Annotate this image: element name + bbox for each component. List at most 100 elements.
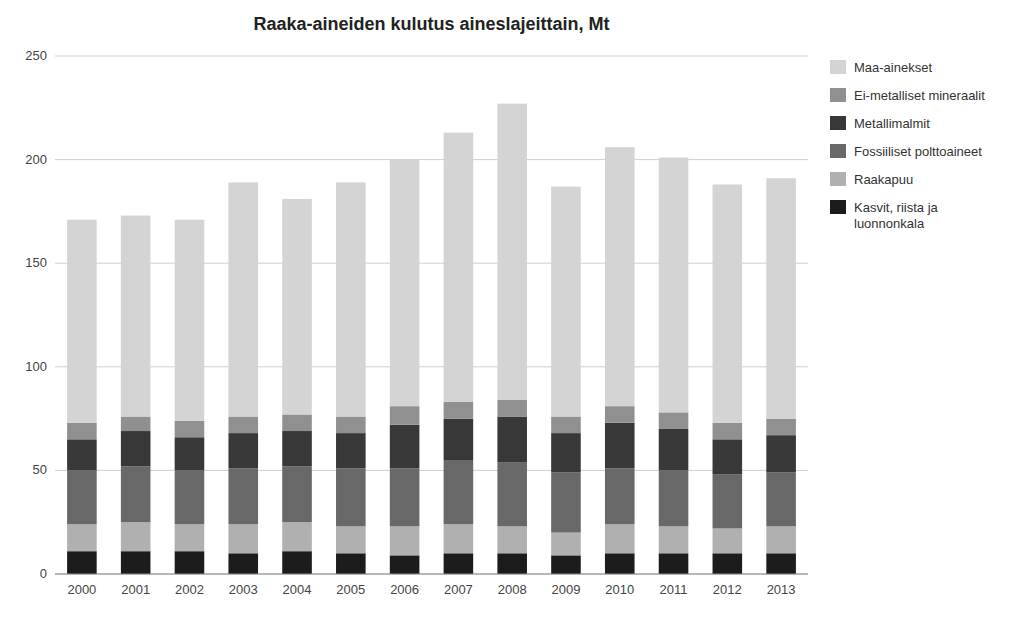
y-tick-label: 250	[25, 48, 47, 63]
y-tick-label: 150	[25, 255, 47, 270]
legend-label: Ei-metalliset mineraalit	[854, 88, 985, 103]
grid-line	[55, 366, 808, 367]
bar-segment	[175, 524, 205, 551]
bar-segment	[67, 524, 97, 551]
legend-swatch	[830, 172, 846, 186]
bar-segment	[67, 220, 97, 423]
bar-segment	[282, 551, 312, 574]
bar-segment	[766, 178, 796, 418]
grid-line	[55, 574, 808, 575]
bar-segment	[67, 423, 97, 440]
bar-segment	[444, 553, 474, 574]
bar-segment	[551, 555, 581, 574]
bar-segment	[336, 553, 366, 574]
grid-line	[55, 470, 808, 471]
bar-segment	[228, 182, 258, 416]
legend-label: Metallimalmit	[854, 116, 930, 131]
bars	[67, 104, 796, 574]
bar-segment	[336, 433, 366, 468]
bar-segment	[121, 466, 151, 522]
bar-segment	[659, 553, 689, 574]
grid-line	[55, 263, 808, 264]
bar-segment	[713, 439, 743, 474]
x-tick-label: 2002	[175, 582, 204, 597]
x-tick-label: 2003	[229, 582, 258, 597]
bar-segment	[605, 147, 635, 406]
bar-segment	[390, 468, 420, 526]
x-tick-label: 2011	[660, 582, 688, 597]
grid-line	[55, 159, 808, 160]
x-tick-label: 2009	[552, 582, 581, 597]
bar-segment	[175, 437, 205, 470]
bar-segment	[67, 439, 97, 470]
bar-segment	[605, 524, 635, 553]
bar-segment	[444, 419, 474, 460]
bar-segment	[497, 417, 527, 463]
legend-swatch	[830, 88, 846, 102]
bar-segment	[713, 553, 743, 574]
bar-segment	[713, 475, 743, 529]
legend-swatch	[830, 116, 846, 130]
bar-segment	[67, 470, 97, 524]
x-tick-label: 2001	[121, 582, 150, 597]
bar-segment	[766, 435, 796, 472]
bar-segment	[282, 431, 312, 466]
bar-segment	[175, 421, 205, 438]
bar-segment	[67, 551, 97, 574]
bar-segment	[444, 402, 474, 419]
legend-swatch	[830, 60, 846, 74]
bar-segment	[766, 472, 796, 526]
bar-segment	[282, 199, 312, 414]
bar-segment	[175, 551, 205, 574]
bar-segment	[497, 462, 527, 526]
bar-segment	[336, 526, 366, 553]
legend-label: Kasvit, riista jaluonnonkala	[854, 200, 939, 231]
x-tick-label: 2004	[283, 582, 312, 597]
bar-segment	[121, 551, 151, 574]
bar-segment	[497, 553, 527, 574]
bar-segment	[444, 133, 474, 402]
bar-segment	[390, 555, 420, 574]
bar-segment	[766, 526, 796, 553]
x-tick-label: 2008	[498, 582, 527, 597]
bar-segment	[228, 524, 258, 553]
bar-segment	[659, 412, 689, 429]
bar-segment	[605, 468, 635, 524]
legend-swatch	[830, 200, 846, 214]
bar-segment	[228, 433, 258, 468]
bar-segment	[175, 470, 205, 524]
x-tick-label: 2007	[444, 582, 473, 597]
bar-segment	[497, 104, 527, 400]
bar-segment	[551, 187, 581, 417]
bar-segment	[605, 406, 635, 423]
bar-segment	[336, 182, 366, 416]
bar-segment	[444, 460, 474, 524]
x-tick-label: 2012	[713, 582, 742, 597]
bar-segment	[766, 553, 796, 574]
bar-segment	[713, 184, 743, 422]
bar-segment	[444, 524, 474, 553]
bar-segment	[228, 468, 258, 524]
bar-segment	[390, 406, 420, 425]
legend-label: Maa-ainekset	[854, 60, 932, 75]
bar-segment	[551, 472, 581, 532]
bar-segment	[605, 423, 635, 469]
bar-segment	[282, 414, 312, 431]
bar-segment	[282, 522, 312, 551]
bar-segment	[659, 429, 689, 470]
bar-segment	[766, 419, 796, 436]
bar-segment	[390, 526, 420, 555]
x-axis-line	[55, 574, 808, 575]
bar-segment	[551, 417, 581, 434]
bar-segment	[390, 160, 420, 407]
bar-segment	[659, 158, 689, 413]
bar-segment	[336, 468, 366, 526]
x-tick-label: 2013	[767, 582, 796, 597]
legend: Maa-ainekset Ei-metalliset mineraalit Meta…	[830, 60, 985, 231]
bar-segment	[336, 417, 366, 434]
y-tick-label: 0	[40, 566, 47, 581]
bar-segment	[605, 553, 635, 574]
bar-segment	[282, 466, 312, 522]
y-tick-label: 50	[33, 462, 47, 477]
bar-segment	[713, 423, 743, 440]
